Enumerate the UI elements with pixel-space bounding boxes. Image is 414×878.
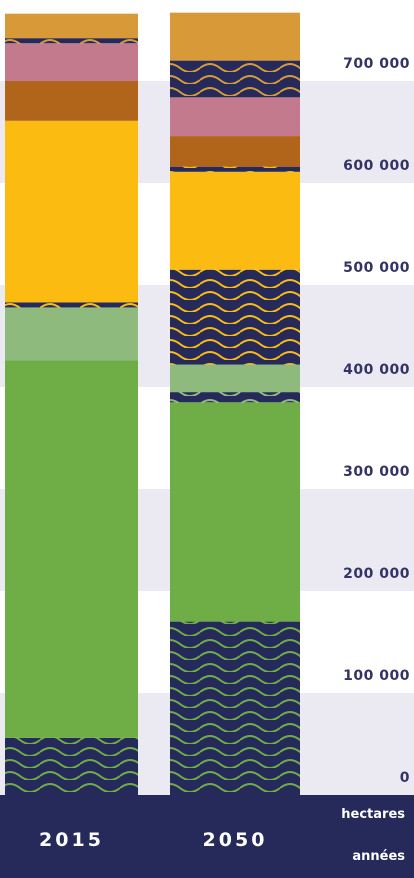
bar-segment <box>170 136 300 167</box>
y-tick-label: 600 000 <box>343 158 410 174</box>
bar-segment <box>5 307 138 361</box>
y-tick-label: 0 <box>400 770 410 786</box>
y-tick-label: 400 000 <box>343 362 410 378</box>
x-tick-label: 2050 <box>203 829 268 851</box>
y-unit: hectares <box>341 807 405 822</box>
bar-segment <box>170 171 300 270</box>
bar-segment <box>170 402 300 622</box>
bar-segment <box>5 81 138 121</box>
x-unit: années <box>352 849 405 864</box>
bar-segment <box>5 737 138 795</box>
y-tick-label: 200 000 <box>343 566 410 582</box>
bar-segment <box>170 97 300 137</box>
y-tick-label: 300 000 <box>343 464 410 480</box>
bar-segment <box>5 38 138 44</box>
y-tick-label: 700 000 <box>343 56 410 72</box>
bar-segment <box>5 360 138 738</box>
bar-segment <box>170 392 300 403</box>
y-tick-label: 100 000 <box>343 668 410 684</box>
y-tick-label: 500 000 <box>343 260 410 276</box>
bar-segment <box>170 269 300 365</box>
bar-segment <box>5 120 138 303</box>
bar-segment <box>5 43 138 81</box>
bar-segment <box>170 166 300 172</box>
footer-band <box>0 795 414 878</box>
bar-segment <box>170 12 300 61</box>
bar-segment <box>170 621 300 795</box>
bar-segment <box>170 364 300 393</box>
x-tick-label: 2015 <box>39 829 104 851</box>
bar-segment <box>5 302 138 308</box>
bar-segment <box>5 13 138 39</box>
bar-segment <box>170 60 300 98</box>
